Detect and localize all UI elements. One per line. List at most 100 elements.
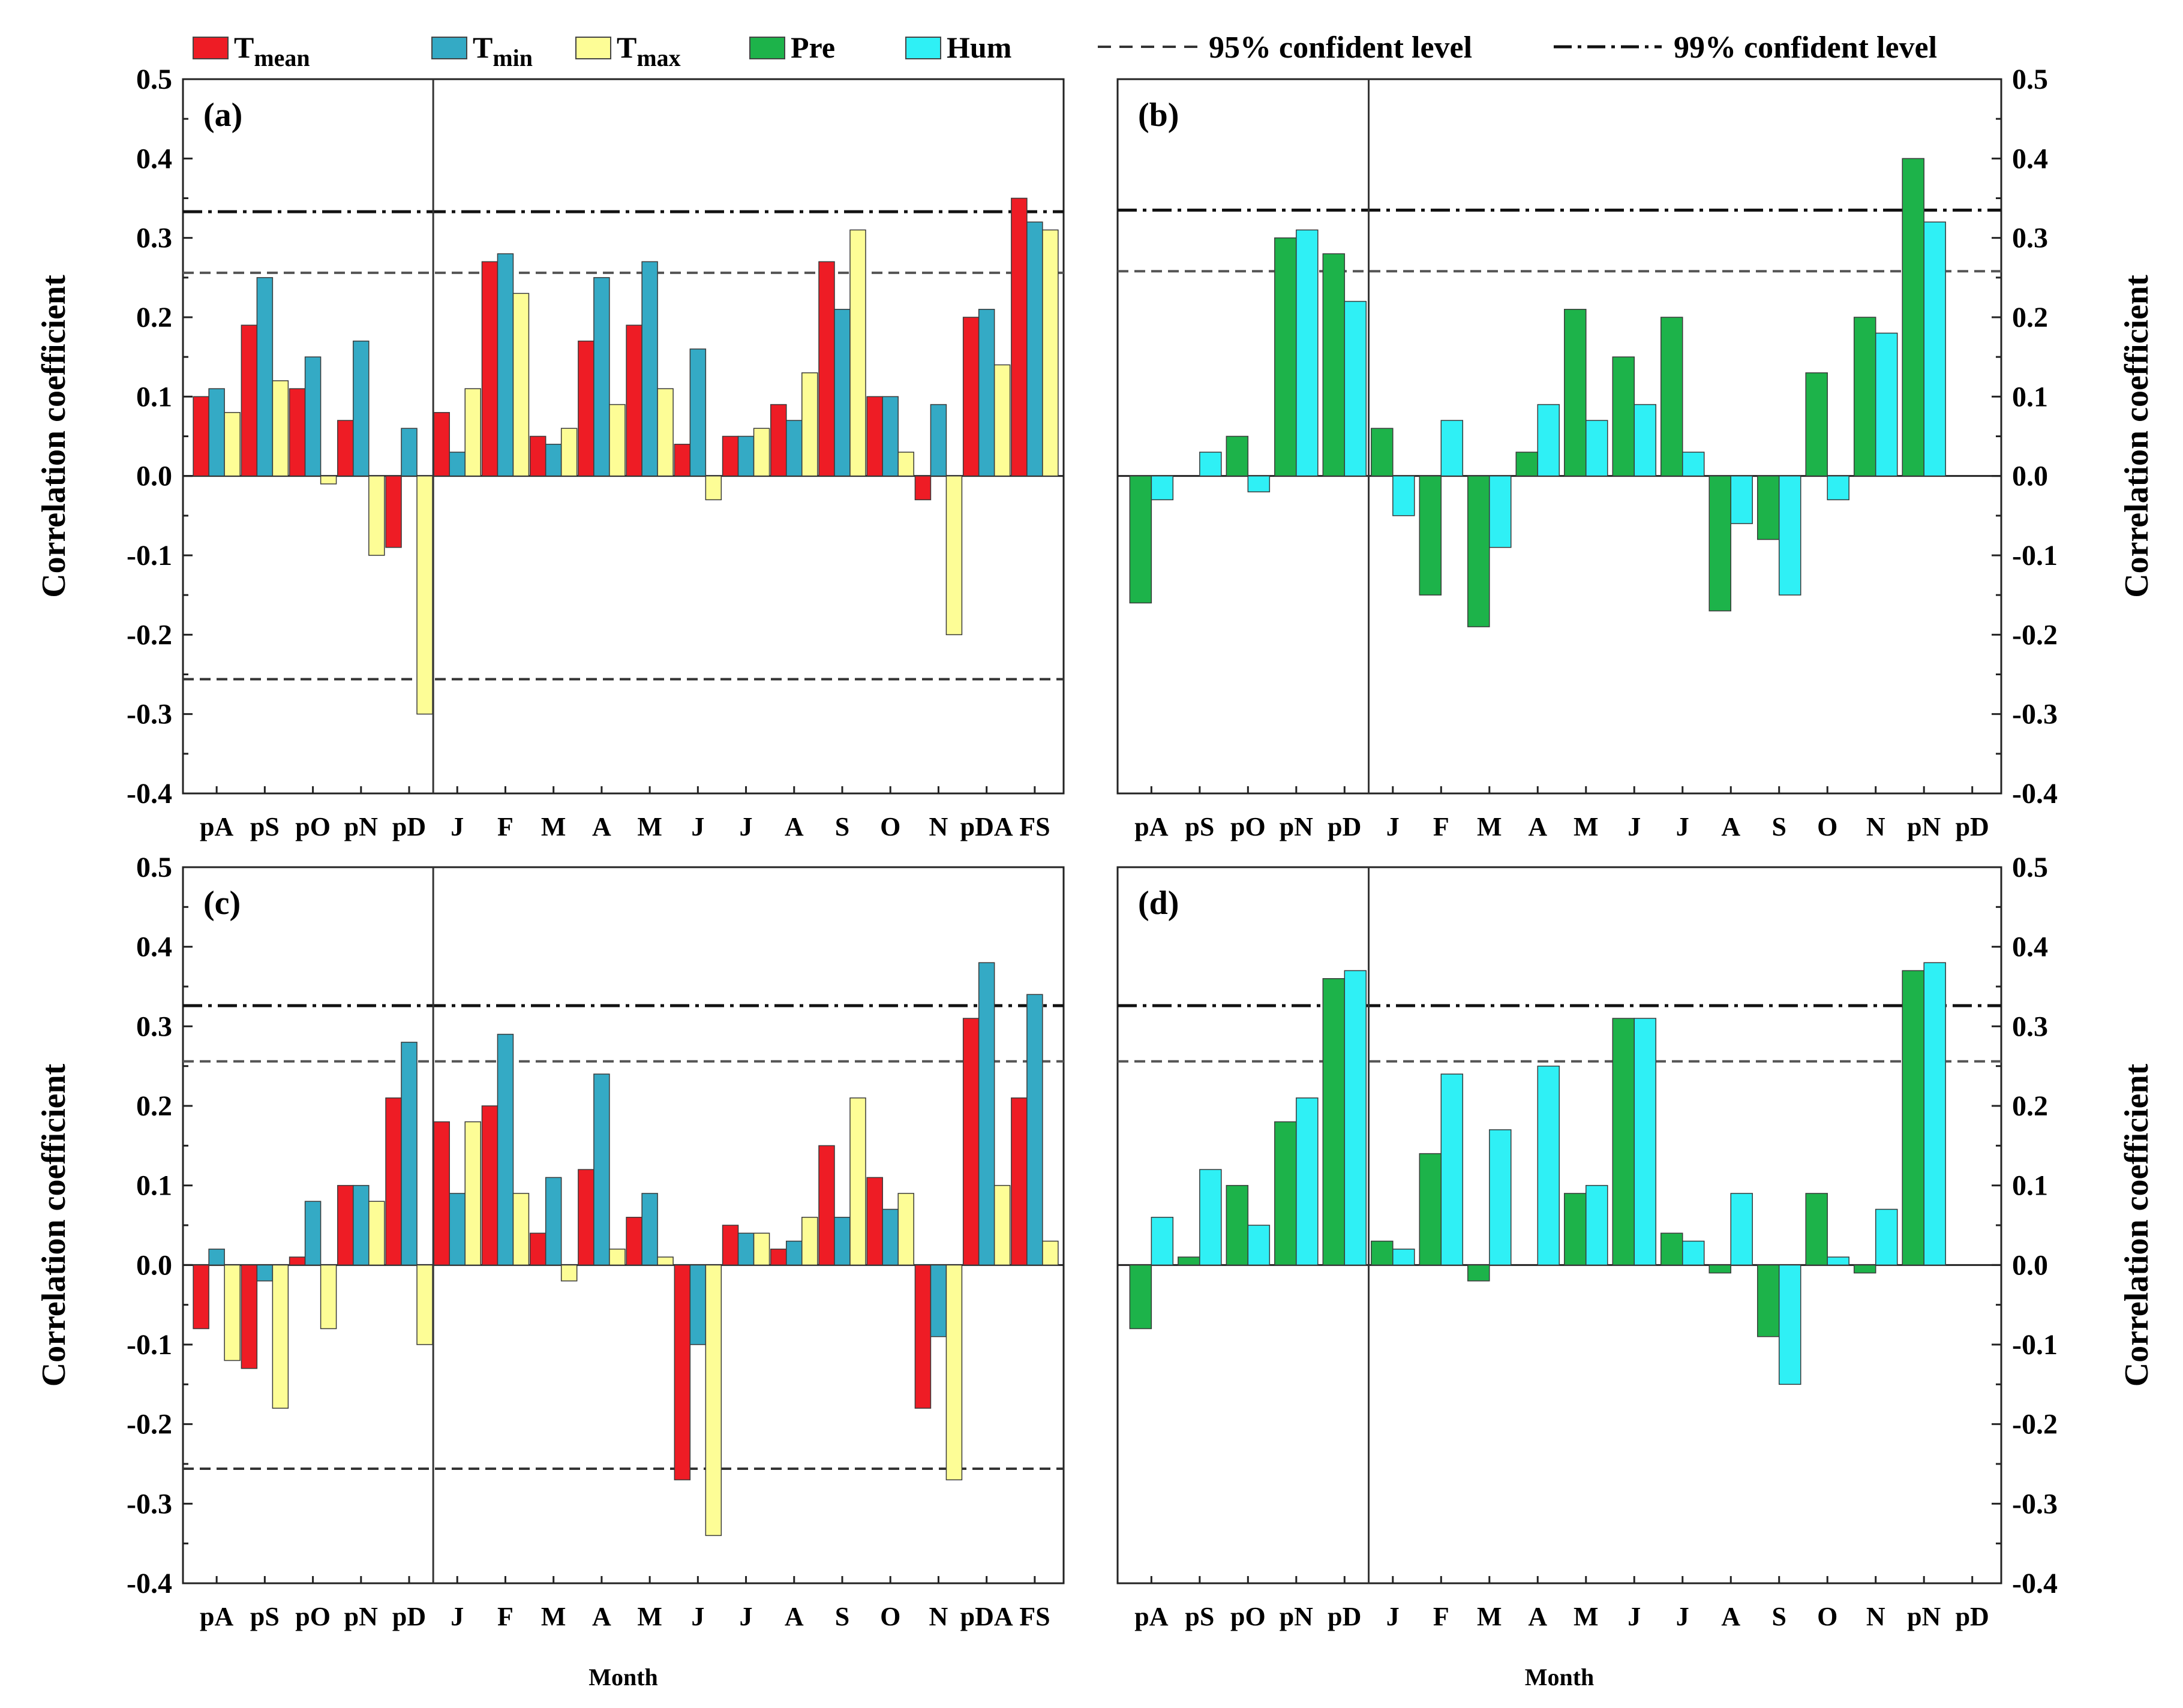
- y-tick-label: 0.1: [2012, 381, 2048, 413]
- x-tick-label: pA: [1134, 1602, 1168, 1631]
- bar-Pre-A: [1708, 475, 1731, 612]
- bar-Hum-S: [1778, 475, 1801, 596]
- bar-Tmax-M: [657, 1256, 674, 1266]
- bar-Tmean-pA: [193, 396, 209, 477]
- x-tick-label: J: [1386, 812, 1400, 841]
- bar-Hum-F: [1440, 420, 1464, 477]
- bar-Pre-A: [1708, 1264, 1731, 1274]
- bar-Hum-N: [1875, 332, 1898, 477]
- y-tick-label: -0.2: [2012, 619, 2058, 651]
- x-tick-label: O: [880, 1602, 900, 1631]
- bar-Tmax-pN: [368, 475, 385, 556]
- x-tick-label: S: [835, 812, 849, 841]
- y-tick-label: -0.1: [2012, 1329, 2058, 1361]
- bar-Hum-pA: [1151, 1216, 1174, 1266]
- bar-Pre-F: [1419, 1153, 1442, 1266]
- bar-Tmin-O: [882, 1208, 899, 1266]
- bar-Tmax-pDA: [993, 1184, 1011, 1266]
- bar-Tmax-FS: [1042, 1240, 1059, 1266]
- bar-Tmin-J: [737, 435, 755, 477]
- bar-Hum-M: [1586, 420, 1608, 477]
- bar-Tmax-pN: [368, 1201, 385, 1266]
- bar-Tmax-pA: [224, 412, 241, 477]
- panel-a: 0.5 0.4 0.3 0.2 0.1 0.0 -0.1 -0.2 -0.3 -0.4 Correl…: [35, 64, 1065, 841]
- x-tick-label: M: [541, 1602, 566, 1631]
- x-tick-label: pDA: [960, 812, 1013, 841]
- x-tick-label: S: [1771, 812, 1786, 841]
- x-tick-label: pO: [1230, 1602, 1266, 1631]
- bar-Tmean-A: [578, 1169, 594, 1266]
- x-tick-label: pO: [295, 1602, 331, 1631]
- bar-Tmin-A: [786, 420, 803, 477]
- x-tick-label: S: [835, 1602, 849, 1631]
- x-tick-label: FS: [1019, 1602, 1050, 1631]
- x-tick-label: O: [880, 812, 900, 841]
- panel-d: 0.5 0.4 0.3 0.2 0.1 0.0 -0.1 -0.2 -0.3 -0.4 Correl…: [1116, 852, 2155, 1691]
- bar-Tmin-pA: [208, 388, 225, 477]
- x-tick-label: J: [740, 812, 753, 841]
- x-tick-label: pD: [392, 812, 426, 841]
- legend-label-95: 95% confident level: [1209, 31, 1472, 65]
- bar-Tmean-O: [866, 396, 883, 477]
- legend: Tmean Tmin Tmax Pre Hum 95% confident level 99…: [193, 31, 1937, 71]
- bar-Tmean-pS: [241, 1264, 258, 1369]
- bar-Tmin-J: [689, 348, 707, 477]
- bar-Tmax-J: [705, 475, 722, 501]
- bar-Tmax-J: [464, 1121, 481, 1266]
- bar-Pre-M: [1467, 475, 1490, 627]
- bar-Pre-J: [1371, 1240, 1394, 1266]
- bar-Tmean-F: [481, 261, 499, 477]
- x-tick-label: N: [1866, 1602, 1885, 1631]
- bar-Pre-O: [1805, 1193, 1828, 1266]
- legend-label-99: 99% confident level: [1674, 31, 1937, 65]
- bar-Tmean-N: [914, 1264, 932, 1409]
- y-tick-label: 0.3: [136, 222, 172, 254]
- x-tick-label: A: [592, 812, 611, 841]
- bar-Tmin-pA: [208, 1249, 225, 1266]
- bar-Hum-J: [1392, 1249, 1415, 1266]
- y-tick-label: -0.2: [127, 1409, 172, 1441]
- x-tick-label: M: [1574, 1602, 1599, 1631]
- x-tick-label: pN: [1280, 1602, 1313, 1631]
- x-tick-label: pN: [1907, 812, 1941, 841]
- bar-Tmean-A: [770, 404, 787, 477]
- y-axis-title: Correlation coefficient: [35, 1063, 73, 1387]
- bar-Tmean-J: [433, 412, 450, 477]
- bar-Hum-J: [1392, 475, 1415, 516]
- x-tick-label: J: [1386, 1602, 1400, 1631]
- bar-Hum-A: [1537, 1065, 1560, 1266]
- x-tick-label: pA: [1134, 812, 1168, 841]
- x-tick-label: pD: [1328, 812, 1361, 841]
- x-tick-label: pS: [1185, 1602, 1214, 1631]
- panel-b: 0.5 0.4 0.3 0.2 0.1 0.0 -0.1 -0.2 -0.3 -0.4 Correl…: [1116, 64, 2155, 841]
- legend-label-Tmean: Tmean: [234, 31, 310, 71]
- bar-Tmin-J: [689, 1264, 707, 1345]
- x-tick-label: J: [1676, 812, 1689, 841]
- y-tick-label: 0.5: [2012, 64, 2048, 95]
- y-tick-label: 0.0: [2012, 1249, 2048, 1281]
- bar-Pre-J: [1660, 317, 1683, 477]
- bar-Tmax-F: [512, 1193, 530, 1266]
- bar-Pre-pD: [1322, 253, 1346, 477]
- bar-Tmean-M: [626, 324, 642, 477]
- y-tick-label: 0.0: [136, 461, 172, 492]
- bar-Tmax-FS: [1042, 229, 1059, 477]
- bar-Hum-O: [1827, 475, 1849, 501]
- y-tick-label: 0.2: [136, 1090, 172, 1122]
- bar-Tmax-J: [705, 1264, 722, 1536]
- y-tick-label: -0.1: [127, 540, 172, 572]
- bar-Hum-F: [1440, 1073, 1464, 1266]
- bar-Tmin-A: [593, 1073, 610, 1266]
- bar-Pre-pN: [1274, 1121, 1297, 1266]
- bar-Pre-pD: [1322, 978, 1346, 1266]
- bar-Tmean-M: [529, 1232, 546, 1266]
- bar-Hum-pN: [1923, 221, 1946, 477]
- bar-Pre-A: [1515, 452, 1539, 477]
- x-tick-label: M: [1477, 1602, 1502, 1631]
- x-tick-label: pS: [1185, 812, 1214, 841]
- bar-Tmean-S: [818, 261, 835, 477]
- legend-swatch-Tmean: [193, 37, 229, 59]
- bar-Pre-N: [1853, 1264, 1876, 1274]
- panel-label: (a): [203, 97, 242, 134]
- x-tick-label: pN: [1280, 812, 1313, 841]
